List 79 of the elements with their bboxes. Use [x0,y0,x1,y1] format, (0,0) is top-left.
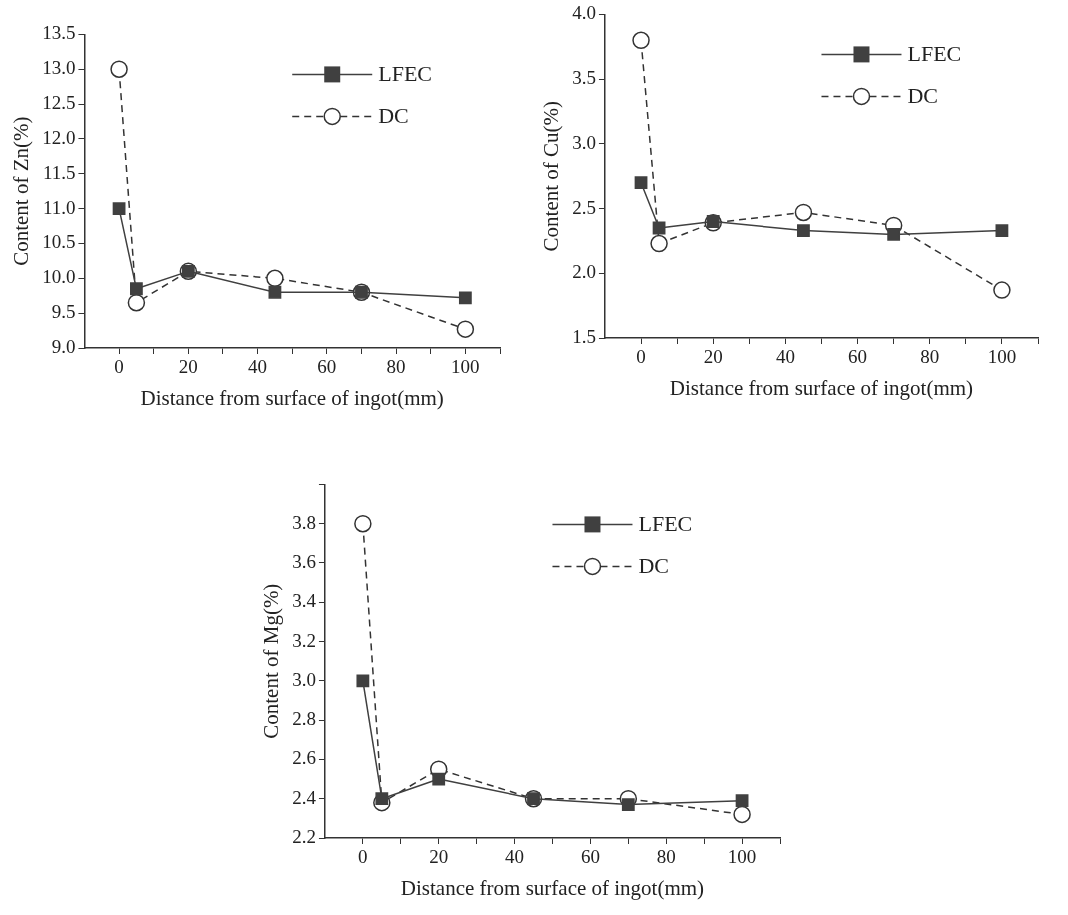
x-tick-label: 100 [451,356,480,378]
legend-label: DC [907,83,939,109]
point [887,228,901,241]
point [650,234,668,253]
y-axis-title: Content of Mg(%) [259,583,284,739]
x-tick-label: 20 [429,846,449,868]
y-tick-label: 2.4 [292,786,317,808]
x-tick-label: 60 [317,356,337,378]
x-tick-label: 40 [775,346,795,368]
legend-label: LFEC [638,511,693,537]
y-tick-label: 10.5 [42,231,76,253]
point [797,224,810,237]
point [993,281,1011,299]
point [356,674,370,688]
x-axis-title: Distance from surface of ingot(mm) [400,875,705,900]
x-axis-title: Distance from surface of ingot(mm) [140,385,444,410]
y-tick-label: 3.6 [292,550,316,572]
point [266,269,284,288]
point [621,798,635,812]
y-tick-label: 13.0 [42,57,76,79]
point [112,202,126,216]
point [634,176,648,190]
y-tick-label: 3.0 [292,668,316,690]
y-tick-label: 11.0 [42,196,76,218]
x-tick-label: 0 [636,346,646,368]
point [432,772,446,786]
x-axis-title: Distance from surface of ingot(mm) [669,375,974,400]
point [706,215,720,228]
x-tick-label: 40 [505,846,525,868]
y-tick-label: 13.5 [42,22,76,44]
x-tick-label: 20 [178,356,198,378]
y-tick-label: 12.0 [42,126,76,148]
x-tick-label: 20 [703,346,723,368]
y-tick-label: 1.5 [572,325,596,347]
point [375,792,389,806]
legend-label: DC [378,103,409,129]
y-tick-label: 11.5 [42,161,76,183]
point [995,224,1009,237]
point [733,805,751,824]
y-tick-label: 9.0 [51,335,76,357]
y-tick-label: 3.4 [292,590,317,612]
y-tick-label: 2.6 [292,747,316,769]
x-tick-label: 0 [114,356,124,378]
y-tick-label: 9.5 [51,301,76,323]
y-tick-label: 4.0 [572,2,596,24]
x-tick-label: 80 [920,346,940,368]
y-tick-label: 2.5 [572,196,596,218]
point [456,320,475,338]
y-tick-label: 2.2 [292,825,316,847]
x-tick-label: 60 [848,346,868,368]
legend-label: LFEC [907,41,962,67]
point [458,291,472,305]
x-tick-label: 100 [987,346,1017,368]
y-axis-title: Content of Cu(%) [539,100,564,252]
y-tick-label: 3.8 [292,511,316,533]
y-tick-label: 2.8 [292,708,316,730]
point [794,203,813,222]
legend-label: LFEC [378,61,433,87]
x-tick-label: 100 [727,846,757,868]
y-tick-label: 3.0 [572,131,596,153]
point [354,514,372,533]
y-tick-label: 3.2 [292,629,316,651]
point [129,282,143,296]
x-tick-label: 0 [358,846,368,868]
y-axis-title: Content of Zn(%) [9,116,34,266]
y-tick-label: 3.5 [572,67,596,89]
x-tick-label: 40 [248,356,268,378]
point [127,293,146,312]
x-tick-label: 80 [656,846,676,868]
y-tick-label: 10.0 [42,266,76,288]
point [632,31,650,50]
point [110,60,128,78]
point [735,794,749,808]
legend-label: DC [638,553,670,579]
point [268,285,282,299]
y-tick-label: 12.5 [42,92,76,114]
x-tick-label: 80 [386,356,406,378]
y-tick-label: 2.0 [572,261,596,283]
x-tick-label: 60 [580,846,600,868]
